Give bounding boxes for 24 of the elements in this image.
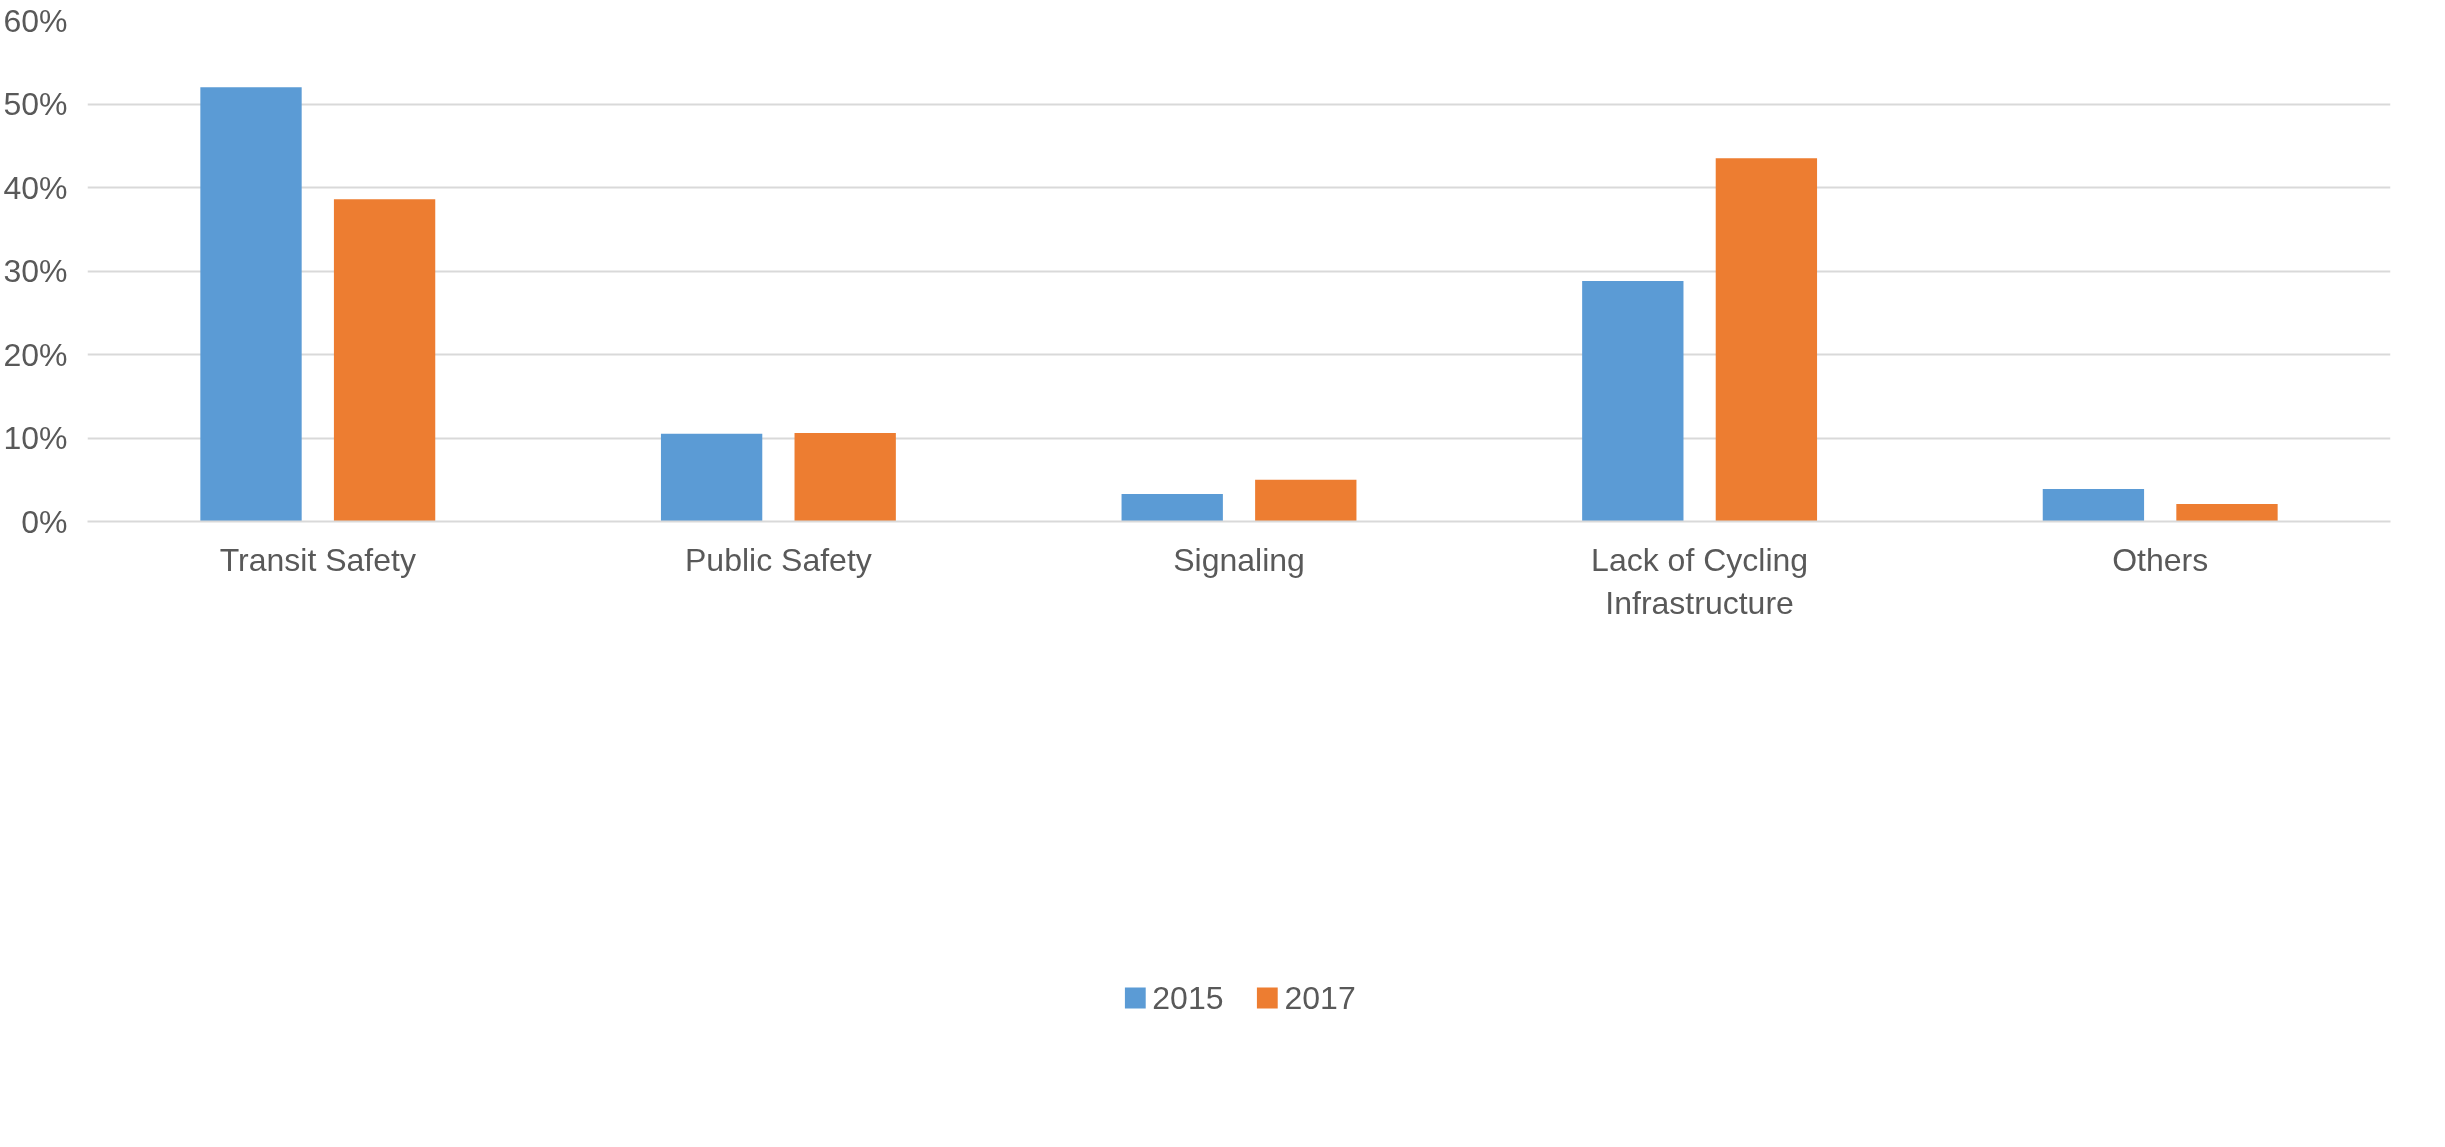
- x-tick-label: Others: [2112, 541, 2209, 578]
- y-tick-label: 0%: [21, 503, 68, 540]
- bar: [1121, 493, 1223, 522]
- bar: [200, 87, 302, 522]
- y-tick-label: 40%: [3, 169, 68, 206]
- bar: [1255, 479, 1357, 522]
- y-tick-label: 10%: [3, 420, 68, 456]
- bar: [2176, 503, 2278, 522]
- bar: [333, 199, 436, 522]
- y-tick-label: 20%: [3, 336, 68, 373]
- y-tick-label: 60%: [3, 2, 68, 39]
- x-tick-label: Signaling: [1173, 541, 1305, 578]
- y-tick-label: 30%: [3, 253, 68, 289]
- x-tick-label: Public Safety: [685, 541, 872, 578]
- bar: [2042, 488, 2145, 522]
- legend-label: 2017: [1284, 979, 1356, 1017]
- bar: [1715, 158, 1818, 522]
- bar: [660, 433, 763, 522]
- y-tick-label: 50%: [3, 86, 68, 122]
- x-tick-label: Lack of Cycling Infrastructure: [1591, 541, 1809, 621]
- legend-label: 2015: [1152, 979, 1224, 1017]
- bar: [794, 432, 896, 522]
- x-tick-label: Transit Safety: [219, 541, 416, 578]
- bar: [1582, 281, 1684, 522]
